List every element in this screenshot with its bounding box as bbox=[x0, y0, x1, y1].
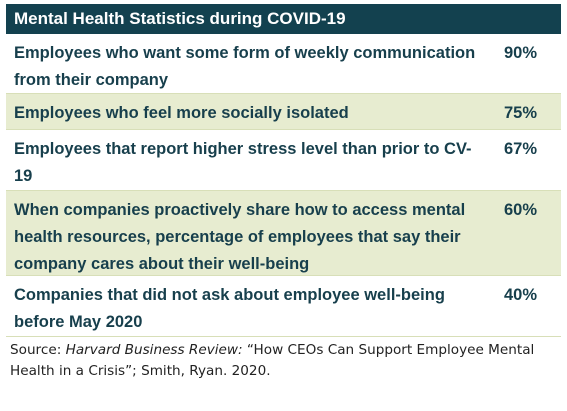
table-row: Employees that report higher stress leve… bbox=[6, 130, 561, 191]
row-value: 67% bbox=[503, 140, 537, 158]
row-value: 40% bbox=[503, 286, 537, 304]
row-label: When companies proactively share how to … bbox=[14, 201, 466, 273]
row-value: 75% bbox=[503, 104, 537, 122]
source-publication: Harvard Business Review: bbox=[65, 342, 243, 358]
source-prefix: Source: bbox=[10, 342, 66, 358]
table-row: Employees who want some form of weekly c… bbox=[6, 34, 561, 94]
row-label: Companies that did not ask about employe… bbox=[14, 286, 445, 331]
row-value: 60% bbox=[503, 201, 537, 219]
table-row: Companies that did not ask about employe… bbox=[6, 276, 561, 337]
row-label: Employees who want some form of weekly c… bbox=[14, 44, 476, 89]
row-value: 90% bbox=[503, 44, 537, 62]
row-label: Employees who feel more socially isolate… bbox=[14, 104, 349, 122]
source-details: “How CEOs Can Support Employee Mental He… bbox=[10, 342, 535, 379]
row-label: Employees that report higher stress leve… bbox=[14, 140, 472, 185]
table-header: Mental Health Statistics during COVID-19 bbox=[6, 4, 561, 34]
source-citation: Source: Harvard Business Review: “How CE… bbox=[6, 337, 561, 382]
table-row: Employees who feel more socially isolate… bbox=[6, 94, 561, 130]
table-title: Mental Health Statistics during COVID-19 bbox=[14, 9, 346, 28]
table-row: When companies proactively share how to … bbox=[6, 191, 561, 276]
